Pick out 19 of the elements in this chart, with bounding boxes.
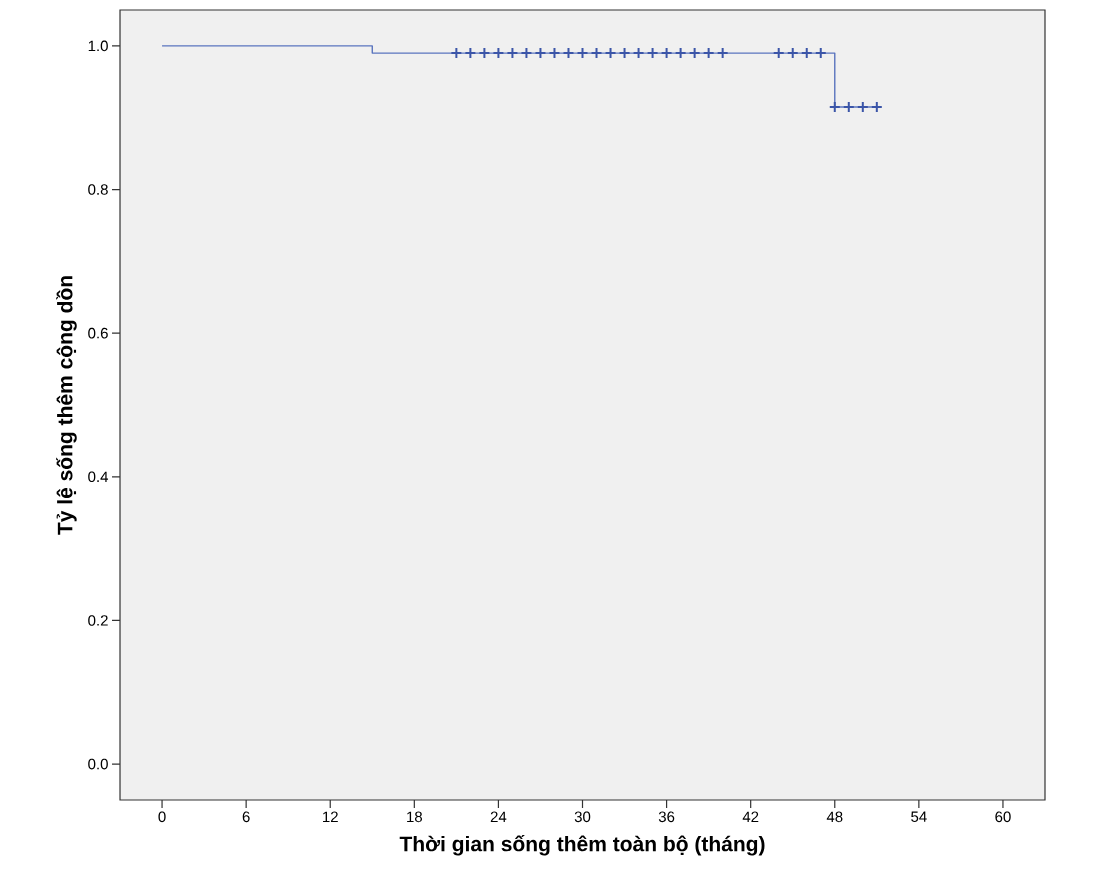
y-tick-label: 0.6 <box>88 327 108 339</box>
x-tick-label: 12 <box>323 811 338 822</box>
x-tick-label: 42 <box>742 811 759 822</box>
x-tick-label: 24 <box>490 811 507 822</box>
x-tick-label: 36 <box>658 811 675 823</box>
y-tick-label: 1.0 <box>88 40 108 52</box>
y-axis-title: Tỷ lệ sống thêm cộng dồn <box>56 276 77 535</box>
x-axis-title: Thời gian sống thêm toàn bộ (tháng) <box>399 835 765 856</box>
x-tick-label: 54 <box>911 811 927 822</box>
x-tick-label: 6 <box>242 811 250 823</box>
y-tick-label: 0.8 <box>88 184 108 195</box>
x-tick-label: 18 <box>407 811 423 823</box>
y-tick-label: 0.2 <box>88 615 108 626</box>
x-tick-label: 48 <box>826 811 843 823</box>
y-tick-label: 0.4 <box>88 471 109 483</box>
x-tick-label: 0 <box>158 811 166 823</box>
x-tick-label: 30 <box>574 811 591 823</box>
y-tick-label: 0.0 <box>88 758 108 770</box>
x-tick-label: 60 <box>995 811 1011 823</box>
